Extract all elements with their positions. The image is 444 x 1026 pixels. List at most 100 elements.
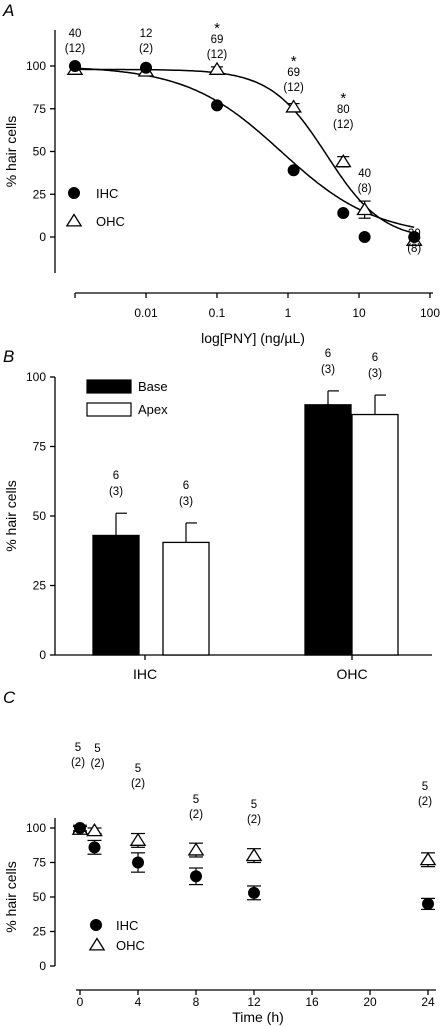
y-tick-label: 75 xyxy=(33,856,47,870)
y-tick-label: 50 xyxy=(33,509,47,523)
sample-count-label: 5 xyxy=(193,794,199,806)
ihc-point xyxy=(422,897,434,910)
x-tick-label: 0.1 xyxy=(209,306,226,320)
sample-count-label: 6 xyxy=(183,480,189,492)
panel-b: B 0 25 50 75 100 % hair cells IHC OHC 6 (3) 6 (3) 6 (3… xyxy=(3,347,432,682)
sample-count-label: 6 xyxy=(325,348,331,360)
ohc-point xyxy=(285,99,302,113)
sample-group-label: (2) xyxy=(139,43,153,55)
panel-letter-a: A xyxy=(2,1,14,20)
legend-ihc-label: IHC xyxy=(96,186,118,201)
sample-count-label: 40 xyxy=(358,168,371,180)
ihc-point xyxy=(337,207,350,220)
ihc-point xyxy=(211,99,223,112)
sample-count-label: 5 xyxy=(94,743,100,755)
ohc-point xyxy=(86,823,103,837)
sample-count-label: 5 xyxy=(135,763,141,775)
bar-apex-ihc xyxy=(162,541,210,656)
sample-group-label: (2) xyxy=(131,778,145,790)
sample-count-label: 20 xyxy=(408,228,421,240)
x-tick-label: 24 xyxy=(421,995,435,1009)
sample-group-label: (2) xyxy=(247,814,261,826)
x-axis-title: log[PNY] (ng/µL) xyxy=(201,330,305,346)
sample-group-label: (2) xyxy=(71,757,85,769)
sample-group-label: (12) xyxy=(65,43,86,55)
ohc-point xyxy=(356,201,373,216)
legend-apex-swatch xyxy=(86,402,132,417)
sample-group-label: (2) xyxy=(418,796,432,808)
sample-group-label: (12) xyxy=(283,82,304,94)
sample-count-label: 80 xyxy=(337,104,350,116)
sample-group-label: (12) xyxy=(333,119,354,131)
legend-base-swatch xyxy=(86,379,132,394)
ohc-point xyxy=(208,61,226,75)
ihc-point xyxy=(140,61,152,74)
legend-ohc-label: OHC xyxy=(116,938,145,953)
panel-letter-b: B xyxy=(3,347,14,366)
y-tick-label: 50 xyxy=(33,890,47,904)
y-tick-label: 0 xyxy=(39,648,46,662)
bar-apex-ohc xyxy=(351,413,399,656)
ihc-point xyxy=(74,822,86,834)
ihc-point xyxy=(248,886,260,899)
significance-star: * xyxy=(291,53,297,70)
sample-group-label: (8) xyxy=(358,183,372,195)
x-tick-label: 10 xyxy=(352,306,366,320)
ihc-point xyxy=(358,231,371,243)
sample-count-label: 12 xyxy=(140,28,153,40)
sample-group-label: (2) xyxy=(189,809,203,821)
x-tick-label: 100 xyxy=(420,306,440,320)
y-tick-label: 50 xyxy=(33,145,47,159)
panel-c: C 0 25 50 75 100 0 4 8 12 16 20 24 Time (h) % hair cel… xyxy=(3,688,437,1025)
x-axis-title: Time (h) xyxy=(232,1009,284,1025)
ihc-point xyxy=(408,231,421,243)
legend-ihc-label: IHC xyxy=(116,918,138,933)
sample-count-label: 6 xyxy=(372,352,378,364)
bar-base-ohc xyxy=(304,404,352,656)
ohc-point xyxy=(187,842,205,856)
legend-ihc-marker xyxy=(90,919,102,931)
ihc-point xyxy=(88,841,101,854)
category-label-ohc: OHC xyxy=(336,666,367,682)
category-label-ihc: IHC xyxy=(133,666,157,682)
sample-group-label: (3) xyxy=(109,486,123,498)
sample-count-label: 69 xyxy=(287,67,300,79)
y-axis-title: % hair cells xyxy=(3,861,19,933)
sample-count-label: 5 xyxy=(75,742,81,754)
sample-count-label: 5 xyxy=(422,781,428,793)
ihc-point xyxy=(190,870,202,883)
legend-apex-label: Apex xyxy=(138,402,168,417)
x-tick-label: 0.01 xyxy=(134,306,158,320)
y-tick-label: 100 xyxy=(26,821,46,835)
panel-a: A 0 25 50 75 100 0.01 0.1 1 10 100 log[PNY] (ng/µL)… xyxy=(2,1,440,346)
y-tick-label: 100 xyxy=(26,59,46,73)
sample-group-label: (2) xyxy=(90,758,104,770)
y-tick-label: 25 xyxy=(33,925,47,939)
sample-count-label: 6 xyxy=(113,470,119,482)
sample-group-label: (3) xyxy=(321,364,335,376)
y-tick-label: 25 xyxy=(33,579,47,593)
significance-star: * xyxy=(214,20,220,37)
sample-count-label: 5 xyxy=(251,799,257,811)
ohc-point xyxy=(334,154,352,168)
y-axis-title: % hair cells xyxy=(3,480,19,552)
bar-base-ihc xyxy=(92,534,140,656)
sample-count-label: 69 xyxy=(211,34,224,46)
legend-ohc-label: OHC xyxy=(96,214,125,229)
sample-group-label: (3) xyxy=(368,368,382,380)
x-tick-label: 12 xyxy=(247,995,261,1009)
ohc-point xyxy=(129,832,147,846)
y-tick-label: 0 xyxy=(39,959,46,973)
y-tick-label: 0 xyxy=(39,230,46,244)
ohc-fit-curve xyxy=(75,68,415,234)
y-axis-title: % hair cells xyxy=(3,116,19,188)
legend-ihc-marker xyxy=(68,187,80,199)
ihc-fit-curve xyxy=(74,67,415,229)
ihc-point xyxy=(132,856,144,869)
sample-count-label: 40 xyxy=(69,28,82,40)
sample-group-label: (12) xyxy=(207,49,228,61)
x-tick-label: 1 xyxy=(285,306,292,320)
x-tick-label: 0 xyxy=(77,995,84,1009)
y-tick-label: 75 xyxy=(33,102,47,116)
